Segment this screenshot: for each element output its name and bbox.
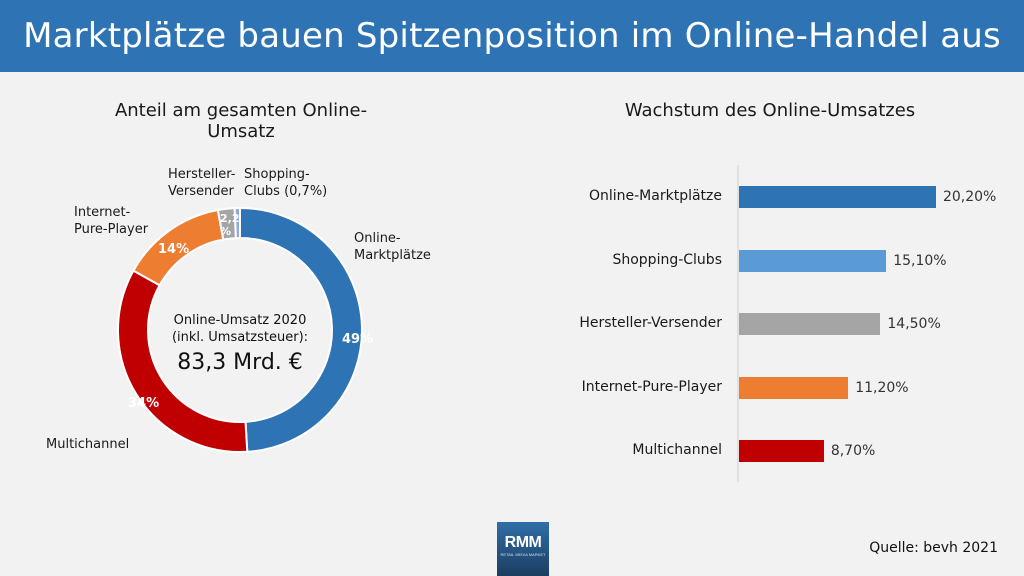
bar-category-label: Hersteller-Versender xyxy=(579,315,722,331)
title-bar: Marktplätze bauen Spitzenposition im Onl… xyxy=(0,0,1024,72)
slice-label-hersteller-versender: Hersteller- Versender xyxy=(168,167,236,199)
bar-value-label: 11,20% xyxy=(855,379,909,396)
bar-3 xyxy=(739,376,849,399)
donut-svg xyxy=(117,206,363,453)
bar-chart-title: Wachstum des Online-Umsatzes xyxy=(624,100,916,121)
bar-4 xyxy=(739,440,824,462)
pct-label-online-marktplaetze: 49% xyxy=(342,332,374,347)
center-line-1: Online-Umsatz 2020 xyxy=(173,313,307,328)
bar-category-label: Shopping-Clubs xyxy=(612,251,722,268)
donut-chart-title: Anteil am gesamten Online-Umsatz xyxy=(114,100,368,142)
slice-label-internet-pure-player: Internet- Pure-Player xyxy=(74,205,149,237)
bar-value-label: 15,10% xyxy=(893,252,947,269)
center-line-2: (inkl. Umsatzsteuer): xyxy=(171,330,309,345)
pct-label-multichannel: 34% xyxy=(128,396,160,411)
pct-label-hersteller-versender: 2,2 % xyxy=(220,212,240,238)
center-value: 83,3 Mrd. € xyxy=(177,350,303,375)
slice-label-shopping-clubs: Shopping- Clubs (0,7%) xyxy=(244,167,328,199)
bar-1 xyxy=(739,249,887,272)
bar-value-label: 14,50% xyxy=(887,316,941,332)
bar-category-label: Online-Marktplätze xyxy=(588,188,722,204)
rmm-logo: RMM RETAIL MEDIA MARKET xyxy=(497,522,549,576)
pct-label-internet-pure-player: 14% xyxy=(158,242,190,257)
bar-value-label: 20,20% xyxy=(942,189,997,205)
slice-label-multichannel: Multichannel xyxy=(46,437,130,452)
page-title: Marktplätze bauen Spitzenposition im Onl… xyxy=(23,16,1001,56)
bar-category-label: Multichannel xyxy=(632,442,722,458)
bar-category-label: Internet-Pure-Player xyxy=(581,378,722,395)
logo-subtext: RETAIL MEDIA MARKET xyxy=(500,552,546,557)
source-note: Quelle: bevh 2021 xyxy=(869,540,998,556)
bar-2 xyxy=(739,313,881,335)
bar-value-label: 8,70% xyxy=(830,443,876,459)
slice-label-online-marktplaetze: Online- Marktplätze xyxy=(354,231,431,263)
donut-slice-0 xyxy=(239,206,363,453)
logo-text: RMM xyxy=(504,534,542,551)
bar-0 xyxy=(739,186,936,208)
donut-center: Online-Umsatz 2020 (inkl. Umsatzsteuer):… xyxy=(160,312,320,375)
donut-slice-4 xyxy=(233,206,241,240)
donut-chart: Online- Marktplätze Multichannel Interne… xyxy=(0,150,480,510)
